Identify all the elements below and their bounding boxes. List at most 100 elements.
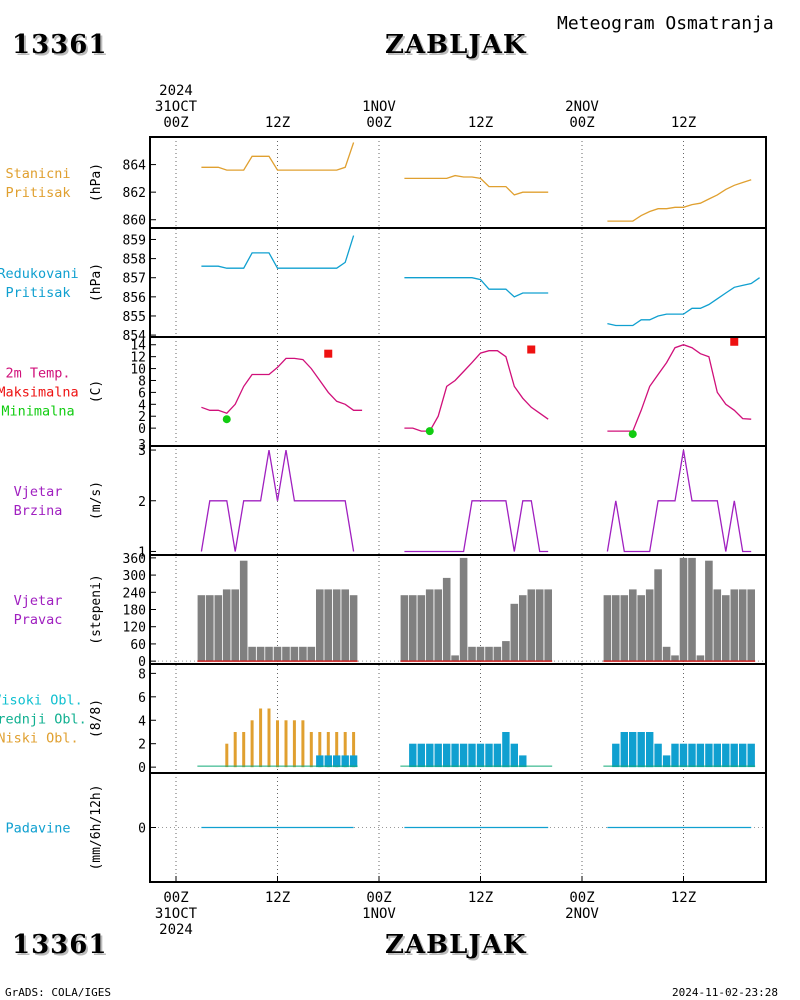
panel-label: 2m Temp. [5,366,70,382]
clouds-bar [629,732,637,768]
wind_direction-bar [299,646,307,662]
panel-frame [149,136,767,229]
wind_direction-bar [527,589,536,662]
wind_direction-bar [730,589,739,662]
clouds-bar [335,732,339,768]
clouds-bar [242,732,246,768]
time-tick-label-bottom: 12Z [671,890,696,906]
clouds-bar [510,743,518,768]
wind_direction-bar [637,595,645,662]
time-tick-label-bottom: 12Z [468,890,493,906]
y-tick-label: 10 [130,363,146,378]
time-tick-label-top: 12Z [671,115,696,131]
time-tick-label-top: 00Z [163,115,188,131]
time-tick-label-bottom: 00Z [366,890,391,906]
clouds-bar [250,720,254,768]
reduced_pressure-series-line [404,277,549,298]
wind_direction-bar [705,560,713,662]
y-tick-label: 0 [138,822,146,837]
wind_direction-bar [696,655,705,662]
wind_direction-bar [654,569,662,662]
time-tick-label-top: 1NOV [362,99,396,115]
y-tick-label: 0 [138,655,146,670]
y-tick-label: 862 [123,186,146,201]
wind_direction-bar [612,595,620,662]
clouds-bar [519,755,527,768]
wind_direction-bar [502,641,510,662]
clouds-bar [612,743,620,768]
y-axis-label: (mm/6h/12h) [89,784,104,870]
clouds-bar [292,720,296,768]
wind_direction-bar [688,557,696,662]
clouds-bar [696,743,705,768]
max-temp-marker [730,337,739,346]
wind_direction-bar [222,589,231,662]
wind_direction-bar [468,646,476,662]
clouds-bar [225,743,229,768]
clouds-bar [443,743,451,768]
y-tick-label: 859 [123,233,146,248]
clouds-bar [349,755,358,768]
wind_direction-bar [476,646,485,662]
wind_direction-bar [256,646,265,662]
y-axis-label: (stepeni) [89,574,104,644]
wind_direction-bar [341,589,349,662]
clouds-bar [502,732,510,768]
temperature-series-line [201,357,363,414]
y-tick-label: 0 [138,761,146,776]
y-tick-label: 8 [138,667,146,682]
wind_direction-bar [239,560,248,662]
time-tick-label-bottom: 12Z [265,890,290,906]
wind_direction-bar [273,646,282,662]
wind_direction-bar [400,595,409,662]
wind_direction-bar [197,595,206,662]
y-tick-label: 8 [138,374,146,389]
y-tick-label: 2 [138,410,146,425]
wind_direction-bar [713,589,722,662]
y-tick-label: 4 [138,398,146,413]
time-tick-label-top: 12Z [468,115,493,131]
clouds-bar [426,743,434,768]
clouds-bar [324,755,332,768]
panel-label: Stanicni [5,166,70,182]
y-tick-label: 180 [123,604,146,619]
clouds-bar [688,743,696,768]
panel-label: Vjetar [14,484,63,500]
y-tick-label: 856 [123,291,146,306]
time-tick-label-bottom: 00Z [569,890,594,906]
y-tick-label: 4 [138,714,146,729]
wind_direction-bar [206,595,214,662]
clouds-bar [739,743,747,768]
wind_speed-series-line [404,500,549,553]
wind_direction-bar [434,589,442,662]
wind_direction-bar [409,595,417,662]
min-temp-marker [628,430,637,439]
clouds-bar [326,732,330,768]
wind_direction-bar [510,603,519,662]
wind_direction-bar [629,589,637,662]
y-tick-label: 858 [123,253,146,268]
clouds-bar [434,743,442,768]
grads-credit: GrADS: COLA/IGES [5,986,111,999]
y-tick-label: 2 [138,495,146,510]
time-tick-label-bottom: 2024 [159,922,193,938]
clouds-bar [333,755,341,768]
y-tick-label: 6 [138,691,146,706]
panel-frame [149,772,767,883]
time-tick-label-top: 00Z [569,115,594,131]
wind_speed-series-line [200,449,355,552]
wind_direction-bar [316,589,324,662]
time-tick-label-top: 00Z [366,115,391,131]
clouds-bar [343,732,347,768]
panel-frame [149,336,767,447]
y-tick-label: 60 [130,638,146,653]
wind_direction-bar [265,646,273,662]
wind_direction-bar [214,595,223,662]
generation-timestamp: 2024-11-02-23:28 [672,986,778,999]
clouds-bar [409,743,417,768]
clouds-bar [671,743,679,768]
time-tick-label-top: 2024 [159,83,193,99]
wind_direction-bar [620,595,629,662]
station-id-bottom: 13361 [12,930,108,960]
